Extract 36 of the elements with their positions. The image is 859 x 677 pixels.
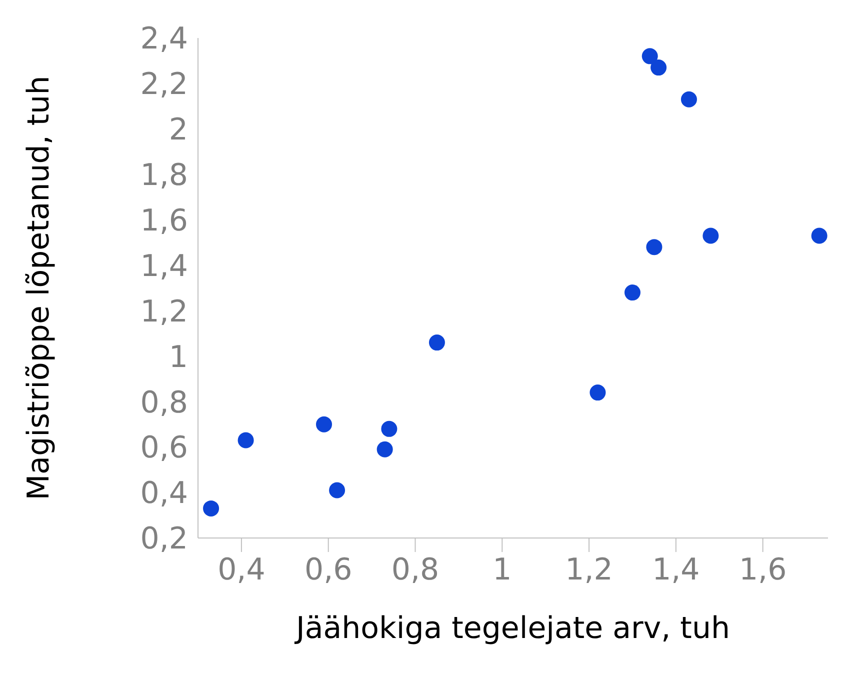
point <box>702 228 719 244</box>
y-tick-label: 2 <box>168 112 188 148</box>
point <box>316 416 332 432</box>
point <box>428 334 445 351</box>
point <box>329 482 346 498</box>
y-tick-label: 0,8 <box>140 385 188 420</box>
x-axis-title: Jäähokiga tegelejate arv, tuh <box>294 611 730 646</box>
point <box>381 420 398 437</box>
point <box>590 384 606 401</box>
x-tick-label: 1,6 <box>738 552 787 588</box>
point <box>811 228 828 244</box>
x-tick-label: 1,2 <box>565 552 613 588</box>
y-tick-label: 1,4 <box>140 248 188 284</box>
x-tick-label: 1,4 <box>652 552 700 588</box>
point <box>624 284 640 301</box>
y-tick-label: 2,2 <box>140 67 188 102</box>
x-tick-label: 0,8 <box>391 552 440 588</box>
x-tick-label: 0,4 <box>218 552 266 588</box>
point <box>680 91 697 108</box>
y-tick-label: 0,2 <box>140 522 188 557</box>
point <box>650 60 667 76</box>
y-tick-label: 1,2 <box>140 294 188 330</box>
y-tick-label: 0,4 <box>140 476 188 512</box>
x-tick-label: 0,6 <box>304 552 352 588</box>
y-tick-label: 1,6 <box>140 203 188 238</box>
x-tick-label: 1 <box>492 552 512 588</box>
point <box>203 500 220 516</box>
point <box>238 432 254 448</box>
point <box>376 441 393 458</box>
y-tick-label: 0,6 <box>140 430 188 466</box>
point <box>642 48 658 64</box>
y-tick-label: 1 <box>168 340 188 375</box>
y-axis-title: Magistriõppe lõpetanud, tuh <box>22 76 57 500</box>
y-tick-label: 2,4 <box>140 22 188 57</box>
y-tick-label: 1,8 <box>140 158 188 194</box>
point <box>646 239 662 256</box>
